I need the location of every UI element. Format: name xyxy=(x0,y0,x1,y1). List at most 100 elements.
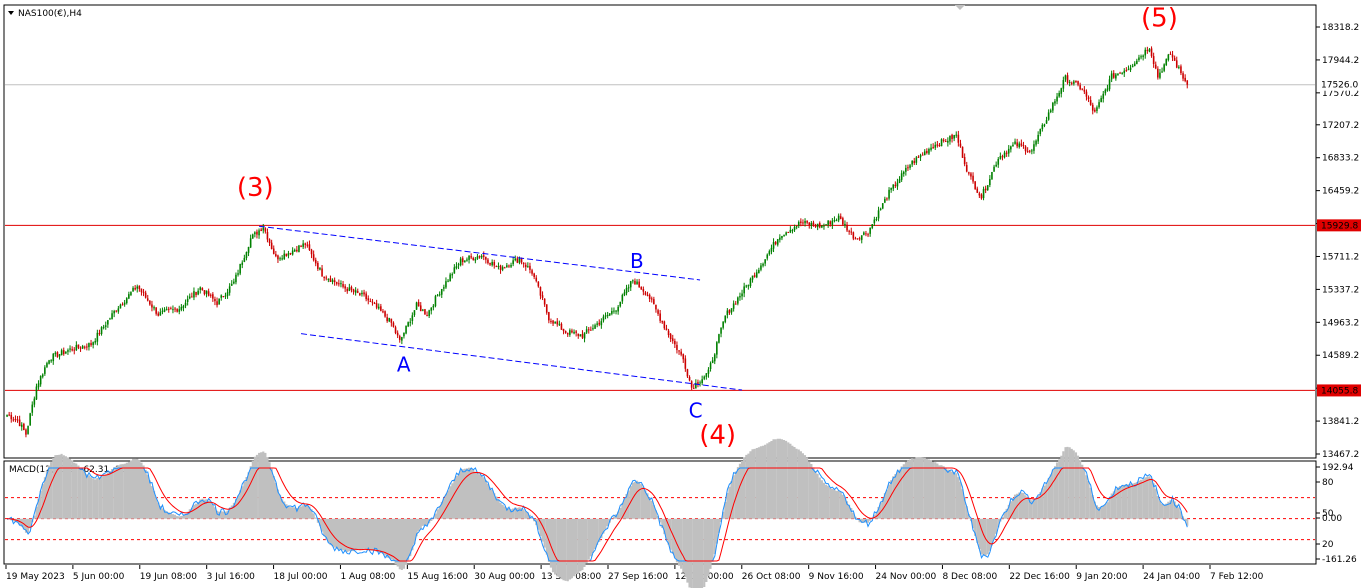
candle-body xyxy=(314,259,317,264)
candle-body xyxy=(877,210,880,219)
candle xyxy=(323,276,325,281)
candle-body xyxy=(1142,55,1144,57)
candle-body xyxy=(982,189,985,199)
candle-body xyxy=(109,318,111,320)
candle-body xyxy=(254,232,256,235)
candle xyxy=(161,307,164,315)
candle xyxy=(852,231,855,241)
candle xyxy=(944,138,947,143)
candle-body xyxy=(422,309,424,311)
candle-body xyxy=(1098,102,1100,108)
candle-body xyxy=(701,379,703,384)
candle xyxy=(569,328,571,337)
candle-body xyxy=(1115,74,1117,79)
time-tick-label: 24 Nov 00:00 xyxy=(876,572,937,582)
candle-body xyxy=(791,230,794,232)
candle-body xyxy=(894,184,897,186)
candle xyxy=(686,368,689,379)
candle-body xyxy=(837,215,840,221)
candle-body xyxy=(153,307,155,309)
candle-body xyxy=(923,151,926,156)
candle xyxy=(978,191,981,199)
macd-tick-label: 192.94 xyxy=(1322,463,1354,473)
candle xyxy=(909,163,911,170)
candle-body xyxy=(976,188,979,193)
candle xyxy=(258,228,260,239)
candle xyxy=(642,286,645,296)
candle xyxy=(755,269,758,279)
candle xyxy=(1161,67,1163,73)
candle-body xyxy=(382,311,384,313)
candle-body xyxy=(1060,88,1063,94)
candle xyxy=(1083,86,1086,95)
candle xyxy=(1020,139,1023,147)
candle xyxy=(1106,84,1109,92)
candle xyxy=(930,143,932,152)
candle xyxy=(1154,61,1157,70)
candle-body xyxy=(802,222,804,224)
candle xyxy=(459,256,462,267)
price-panel[interactable] xyxy=(3,4,1317,459)
candle xyxy=(44,365,46,376)
candle xyxy=(592,324,594,331)
candle-body xyxy=(338,283,340,285)
candle xyxy=(671,334,674,344)
candle xyxy=(96,329,99,346)
candle xyxy=(455,262,458,270)
candle xyxy=(556,318,559,327)
candle xyxy=(109,317,111,320)
candle xyxy=(709,361,712,372)
candle-body xyxy=(854,238,857,240)
candle xyxy=(995,161,997,168)
candle xyxy=(424,308,426,315)
candle xyxy=(844,220,846,228)
price-tick-label: 17207.2 xyxy=(1322,121,1359,131)
candle xyxy=(403,332,405,339)
candle xyxy=(445,277,447,289)
candle-body xyxy=(533,273,535,277)
candle xyxy=(184,299,187,309)
candle-body xyxy=(579,334,582,337)
candle xyxy=(781,235,783,241)
candle-body xyxy=(428,310,430,317)
candle xyxy=(428,309,430,318)
candle xyxy=(314,257,317,267)
candle xyxy=(869,227,871,237)
candle-body xyxy=(92,342,94,346)
candle-body xyxy=(287,253,290,256)
candle-body xyxy=(296,249,298,252)
candle xyxy=(449,272,451,282)
candle xyxy=(495,265,498,268)
candle-body xyxy=(251,234,254,239)
candle-body xyxy=(564,331,567,334)
candle xyxy=(665,324,668,331)
candle-body xyxy=(222,296,225,298)
candle xyxy=(1058,90,1060,98)
candle xyxy=(1016,138,1018,149)
candle-body xyxy=(453,267,456,274)
candle-body xyxy=(629,281,632,288)
candle-body xyxy=(480,255,483,258)
candle xyxy=(1037,131,1039,145)
candle-body xyxy=(1104,89,1107,94)
candle xyxy=(94,338,97,345)
candle xyxy=(218,298,220,305)
candle-body xyxy=(531,270,533,274)
candle-body xyxy=(445,281,447,288)
candle-body xyxy=(972,175,974,182)
candle-body xyxy=(543,298,546,305)
candle-body xyxy=(424,309,426,315)
candle xyxy=(440,288,443,298)
candle-body xyxy=(39,376,42,385)
candle xyxy=(472,256,475,261)
candle-body xyxy=(184,302,187,306)
candle xyxy=(1125,67,1128,72)
candle xyxy=(367,295,370,305)
symbol-dropdown-icon[interactable] xyxy=(8,11,14,15)
candle xyxy=(1100,95,1102,103)
candle-body xyxy=(415,302,418,310)
candle-body xyxy=(142,291,145,293)
time-tick-label: 3 Jul 16:00 xyxy=(207,572,256,582)
candle-body xyxy=(953,135,955,139)
